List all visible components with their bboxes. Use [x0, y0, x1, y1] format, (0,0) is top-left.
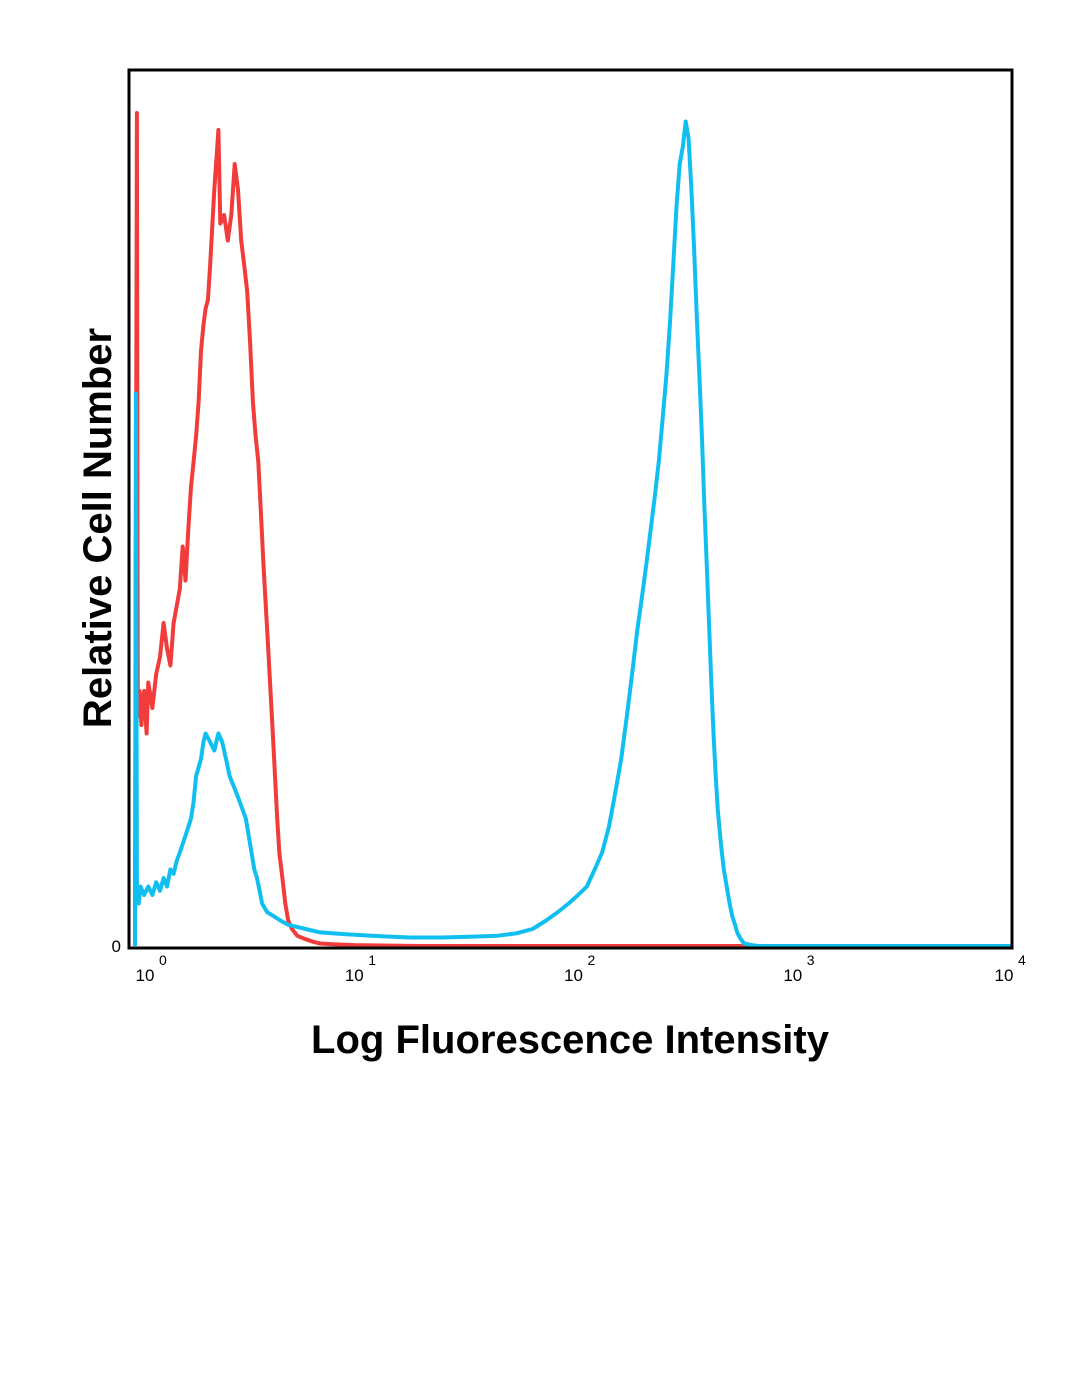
- x-axis-title: Log Fluorescence Intensity: [311, 1018, 830, 1062]
- y-tick-label-0: 0: [112, 937, 121, 956]
- y-axis-ticks: 0: [112, 937, 121, 956]
- series-line-0: [133, 111, 1012, 948]
- series-layer: [133, 111, 1012, 948]
- x-tick-exponent-0: 0: [159, 952, 167, 968]
- x-tick-label-1: 10: [345, 966, 364, 985]
- series-line-1: [133, 119, 1012, 948]
- x-tick-exponent-2: 2: [588, 952, 596, 968]
- x-tick-label-3: 10: [783, 966, 802, 985]
- x-tick-label-2: 10: [564, 966, 583, 985]
- x-tick-label-0: 10: [136, 966, 155, 985]
- x-tick-exponent-3: 3: [807, 952, 815, 968]
- x-tick-exponent-4: 4: [1018, 952, 1026, 968]
- plot-frame: [127, 68, 1014, 950]
- x-tick-exponent-1: 1: [368, 952, 376, 968]
- y-axis-title: Relative Cell Number: [76, 328, 120, 728]
- x-tick-label-4: 10: [995, 966, 1014, 985]
